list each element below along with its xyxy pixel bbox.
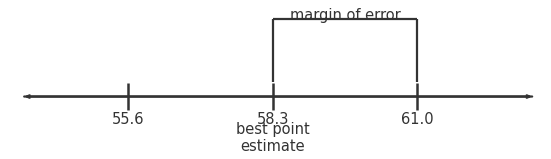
Text: best point
estimate: best point estimate: [236, 121, 310, 154]
Text: 58.3: 58.3: [257, 112, 289, 127]
Text: 55.6: 55.6: [112, 112, 145, 127]
Text: margin of error: margin of error: [290, 8, 401, 23]
Text: 61.0: 61.0: [401, 112, 434, 127]
